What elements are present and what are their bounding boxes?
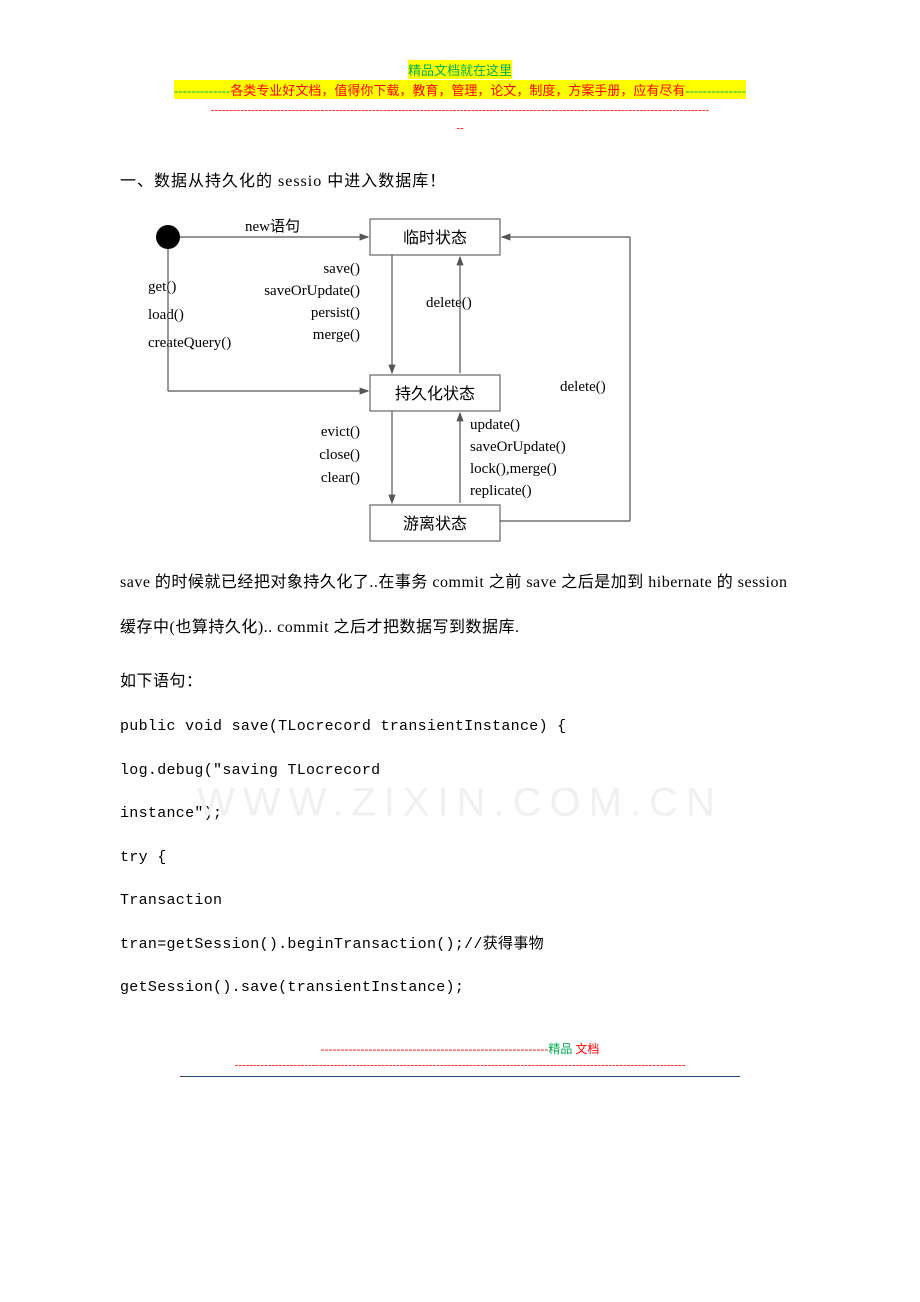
svg-text:lock(),merge(): lock(),merge() bbox=[470, 461, 557, 477]
header-subtitle: -------------各类专业好文档，值得你下载，教育，管理，论文，制度，方… bbox=[174, 80, 746, 99]
header-dashes: ----------------------------------------… bbox=[211, 104, 709, 116]
svg-text:load(): load() bbox=[148, 307, 184, 323]
svg-text:createQuery(): createQuery() bbox=[148, 335, 231, 351]
code-line-0: public void save(TLocrecord transientIns… bbox=[120, 705, 800, 749]
header-title: 精品文档就在这里 bbox=[408, 60, 512, 79]
svg-text:update(): update() bbox=[470, 417, 520, 433]
footer-rule bbox=[180, 1076, 740, 1077]
svg-text:save(): save() bbox=[323, 261, 360, 277]
code-line-1: log.debug("saving TLocrecord bbox=[120, 749, 800, 793]
svg-text:persist(): persist() bbox=[311, 305, 360, 321]
footer-dashes-2: ----------------------------------------… bbox=[235, 1059, 686, 1071]
footer-wd: 文档 bbox=[572, 1042, 599, 1056]
code-line-2: instance"); bbox=[120, 792, 800, 836]
new-label: new语句 bbox=[245, 218, 300, 235]
state-diagram: new语句 临时状态 get() load() createQuery() sa… bbox=[130, 211, 690, 551]
paragraph-1: save 的时候就已经把对象持久化了..在事务 commit 之前 save 之… bbox=[120, 561, 800, 651]
svg-text:close(): close() bbox=[319, 447, 360, 463]
svg-text:replicate(): replicate() bbox=[470, 483, 532, 499]
code-line-4: Transaction bbox=[120, 879, 800, 923]
svg-text:get(): get() bbox=[148, 279, 176, 295]
svg-text:clear(): clear() bbox=[321, 470, 360, 486]
svg-text:saveOrUpdate(): saveOrUpdate() bbox=[264, 283, 360, 299]
svg-text:delete(): delete() bbox=[426, 295, 472, 311]
header-dashes-2: -- bbox=[456, 122, 463, 134]
code-line-6: getSession().save(transientInstance); bbox=[120, 966, 800, 1010]
svg-text:持久化状态: 持久化状态 bbox=[395, 385, 475, 403]
code-line-5: tran=getSession().beginTransaction();//获… bbox=[120, 923, 800, 967]
code-line-3: try { bbox=[120, 836, 800, 880]
svg-text:游离状态: 游离状态 bbox=[403, 515, 467, 533]
svg-text:evict(): evict() bbox=[321, 424, 360, 440]
section-title: 一、数据从持久化的 sessio 中进入数据库！ bbox=[120, 167, 800, 191]
svg-text:merge(): merge() bbox=[313, 327, 360, 343]
paragraph-2: 如下语句： bbox=[120, 660, 800, 705]
footer-dashes-1: ----------------------------------------… bbox=[321, 1042, 549, 1056]
document-page: 精品文档就在这里 -------------各类专业好文档，值得你下载，教育，管… bbox=[0, 0, 920, 1117]
svg-text:saveOrUpdate(): saveOrUpdate() bbox=[470, 439, 566, 455]
footer-jp: 精品 bbox=[548, 1042, 572, 1056]
svg-text:临时状态: 临时状态 bbox=[403, 229, 467, 247]
footer: ----------------------------------------… bbox=[120, 1040, 800, 1077]
header: 精品文档就在这里 -------------各类专业好文档，值得你下载，教育，管… bbox=[120, 60, 800, 137]
svg-text:delete(): delete() bbox=[560, 379, 606, 395]
